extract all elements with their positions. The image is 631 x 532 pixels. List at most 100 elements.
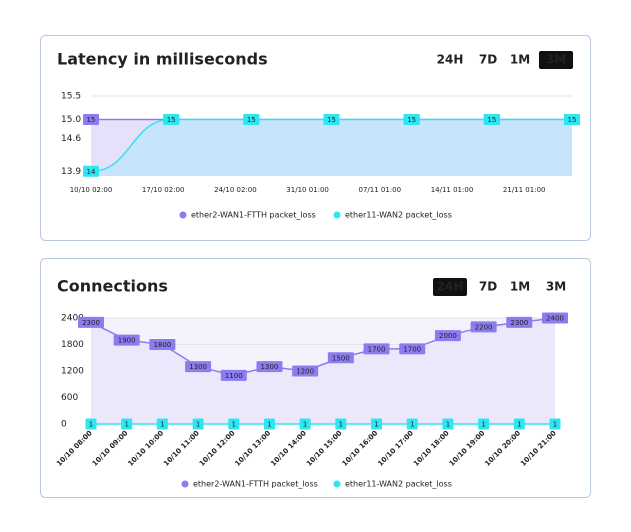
data-label: 15 bbox=[327, 116, 336, 124]
data-label-box bbox=[506, 316, 533, 328]
data-label-box bbox=[478, 418, 490, 430]
data-label: 1300 bbox=[261, 363, 279, 371]
y-tick-label: 2400 bbox=[61, 314, 84, 324]
data-label-box bbox=[292, 365, 319, 377]
x-tick-label: 07/11 01:00 bbox=[359, 186, 402, 194]
data-label-box bbox=[185, 361, 212, 373]
data-label: 15 bbox=[407, 116, 416, 124]
data-label: 1 bbox=[124, 420, 128, 428]
data-label-box bbox=[564, 114, 580, 126]
legend-swatch bbox=[333, 211, 341, 219]
data-label: 15 bbox=[487, 116, 496, 124]
data-label: 1 bbox=[339, 420, 343, 428]
x-tick-label: 31/10 01:00 bbox=[286, 186, 329, 194]
data-label: 1200 bbox=[296, 368, 314, 376]
data-label: 14 bbox=[87, 168, 96, 176]
data-label-box bbox=[363, 343, 390, 355]
data-label-box bbox=[399, 343, 426, 355]
data-label-box bbox=[83, 165, 99, 177]
data-label-box bbox=[299, 418, 311, 430]
data-label-box bbox=[83, 114, 99, 126]
data-label-box bbox=[470, 321, 497, 333]
data-label-box bbox=[403, 114, 420, 126]
range-tab[interactable]: 3M bbox=[546, 280, 566, 294]
data-label-box bbox=[256, 361, 283, 373]
x-tick-label: 21/11 01:00 bbox=[503, 186, 546, 194]
data-label: 1 bbox=[374, 420, 378, 428]
data-label-box bbox=[163, 114, 180, 126]
data-label-box bbox=[513, 418, 525, 430]
data-label-box bbox=[220, 369, 247, 381]
legend-label: ether11-WAN2 packet_loss bbox=[345, 211, 452, 220]
range-tab[interactable]: 7D bbox=[479, 280, 497, 294]
data-label-box bbox=[263, 418, 275, 430]
data-label: 1500 bbox=[332, 354, 350, 362]
data-label: 1 bbox=[196, 420, 200, 428]
data-label: 1300 bbox=[189, 363, 207, 371]
y-tick-label: 13.9 bbox=[61, 167, 81, 177]
range-tab[interactable]: 24H bbox=[437, 53, 464, 67]
chart-title: Latency in milliseconds bbox=[57, 50, 268, 69]
data-label-box bbox=[156, 418, 168, 430]
y-tick-label: 1200 bbox=[61, 367, 84, 377]
data-label: 1100 bbox=[225, 372, 243, 380]
data-label-box bbox=[78, 316, 104, 328]
data-label: 1700 bbox=[403, 345, 421, 353]
legend-swatch bbox=[181, 480, 189, 488]
data-label: 1 bbox=[160, 420, 164, 428]
range-tab[interactable]: 7D bbox=[479, 53, 497, 67]
y-tick-label: 14.6 bbox=[61, 134, 81, 144]
data-label-box bbox=[371, 418, 383, 430]
data-label-box bbox=[434, 330, 461, 342]
legend-label: ether2-WAN1-FTTH packet_loss bbox=[191, 211, 316, 220]
data-label: 1 bbox=[410, 420, 414, 428]
data-label-box bbox=[483, 114, 500, 126]
data-label: 1 bbox=[553, 420, 557, 428]
data-label: 15 bbox=[87, 116, 96, 124]
data-label-box bbox=[335, 418, 347, 430]
chart-title: Connections bbox=[57, 277, 168, 296]
range-tab-active bbox=[433, 278, 467, 296]
legend-swatch bbox=[333, 480, 341, 488]
y-tick-label: 15.5 bbox=[61, 92, 81, 102]
data-label: 1700 bbox=[368, 345, 386, 353]
series-area bbox=[91, 119, 572, 176]
data-label-box bbox=[406, 418, 418, 430]
data-label: 1800 bbox=[153, 341, 171, 349]
range-tab-active bbox=[539, 51, 573, 69]
data-label-box bbox=[192, 418, 204, 430]
data-label: 1 bbox=[89, 420, 93, 428]
data-label: 1900 bbox=[118, 337, 136, 345]
series-area bbox=[91, 318, 555, 424]
data-label: 1 bbox=[267, 420, 271, 428]
data-label: 1 bbox=[232, 420, 236, 428]
data-label-box bbox=[228, 418, 240, 430]
range-tab[interactable]: 3M bbox=[546, 53, 566, 67]
x-tick-label: 24/10 02:00 bbox=[214, 186, 257, 194]
legend-swatch bbox=[179, 211, 187, 219]
data-label: 1 bbox=[517, 420, 521, 428]
data-label-box bbox=[243, 114, 260, 126]
range-tab[interactable]: 24H bbox=[437, 280, 464, 294]
data-label-box bbox=[149, 339, 176, 350]
y-tick-label: 15.0 bbox=[61, 115, 81, 125]
range-tab[interactable]: 1M bbox=[510, 280, 530, 294]
data-label-box bbox=[442, 418, 454, 430]
y-tick-label: 0 bbox=[61, 420, 67, 430]
data-label: 1 bbox=[481, 420, 485, 428]
data-label: 2200 bbox=[475, 323, 493, 331]
data-label: 1 bbox=[446, 420, 450, 428]
range-tab[interactable]: 1M bbox=[510, 53, 530, 67]
y-tick-label: 1800 bbox=[61, 340, 84, 350]
y-tick-label: 600 bbox=[61, 393, 78, 403]
data-label-box bbox=[113, 334, 140, 346]
data-label-box bbox=[323, 114, 340, 126]
data-label: 2400 bbox=[546, 315, 564, 323]
data-label-box bbox=[542, 312, 568, 324]
data-label: 15 bbox=[247, 116, 256, 124]
x-tick-label: 10/10 02:00 bbox=[70, 186, 113, 194]
legend-label: ether11-WAN2 packet_loss bbox=[345, 480, 452, 489]
x-tick-label: 14/11 01:00 bbox=[431, 186, 474, 194]
